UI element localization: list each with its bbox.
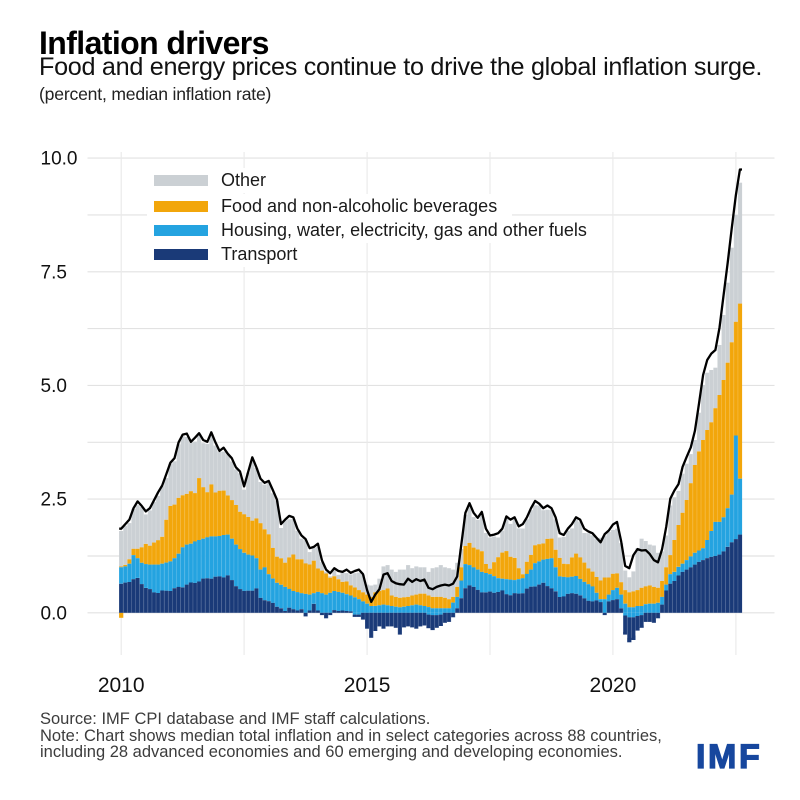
svg-text:7.5: 7.5	[41, 262, 67, 283]
svg-text:0.0: 0.0	[41, 603, 67, 624]
svg-text:2010: 2010	[98, 674, 145, 697]
svg-text:10.0: 10.0	[41, 149, 78, 170]
svg-text:2015: 2015	[344, 674, 391, 697]
svg-text:2020: 2020	[590, 674, 637, 697]
svg-text:5.0: 5.0	[41, 376, 67, 397]
svg-text:2.5: 2.5	[41, 490, 67, 511]
